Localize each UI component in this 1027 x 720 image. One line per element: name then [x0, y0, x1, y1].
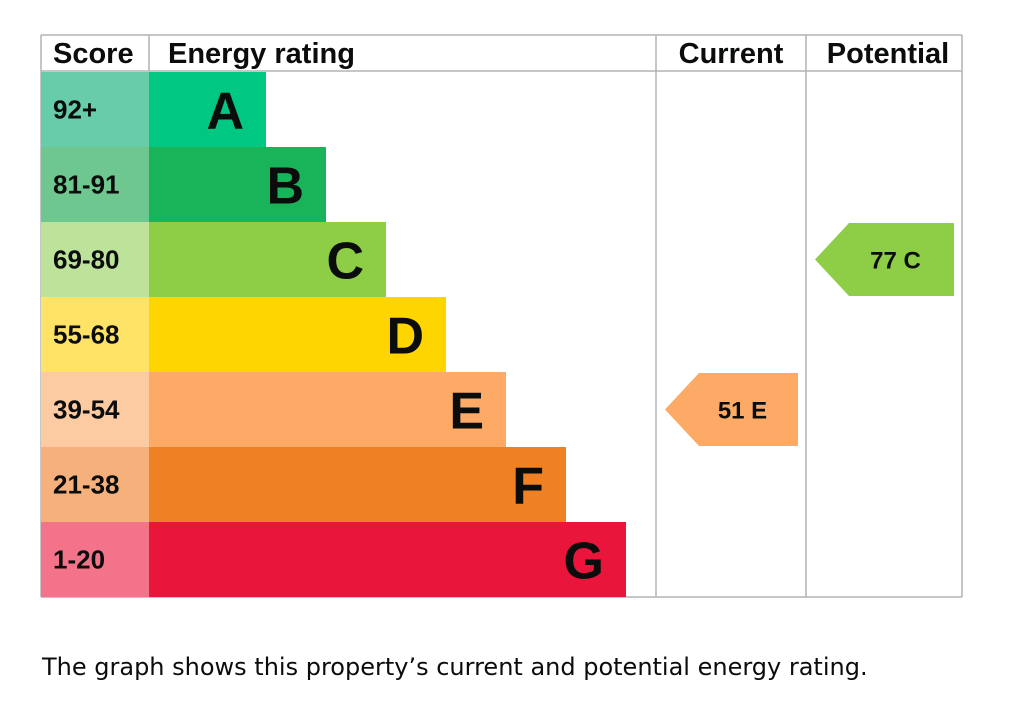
- band-a: 92+ A: [41, 72, 266, 147]
- score-range-label: 1-20: [53, 545, 105, 575]
- score-cell: [41, 447, 149, 522]
- rating-bar: [149, 147, 326, 222]
- energy-rating-chart: Score Energy rating Current Potential 92…: [40, 34, 963, 598]
- score-range-label: 92+: [53, 95, 97, 125]
- header-current: Current: [679, 38, 784, 70]
- rating-letter: B: [266, 158, 304, 216]
- rating-bar: [149, 522, 626, 597]
- rating-bar: [149, 72, 266, 147]
- band-g: 1-20 G: [41, 522, 626, 597]
- marker-label: 51 E: [718, 398, 767, 425]
- score-cell: [41, 372, 149, 447]
- marker-label: 77 C: [870, 248, 921, 275]
- score-range-label: 21-38: [53, 470, 120, 500]
- rating-letter: F: [512, 458, 544, 516]
- score-range-label: 55-68: [53, 320, 120, 350]
- score-cell: [41, 222, 149, 297]
- band-b: 81-91 B: [41, 147, 326, 222]
- chart-caption: The graph shows this property’s current …: [42, 653, 868, 681]
- header-energy-rating: Energy rating: [168, 38, 355, 70]
- band-c: 69-80 C: [41, 222, 386, 297]
- score-cell: [41, 297, 149, 372]
- marker-arrow: [815, 223, 954, 296]
- score-range-label: 39-54: [53, 395, 120, 425]
- rating-letter: E: [449, 383, 484, 441]
- marker-arrow: [665, 373, 798, 446]
- header-potential: Potential: [827, 38, 949, 70]
- score-cell: [41, 147, 149, 222]
- rating-letter: D: [386, 308, 424, 366]
- rating-bands: 92+ A 81-91 B 69-80 C 55-68 D 39-54 E 21-38 F 1-20 G: [41, 72, 626, 597]
- rating-bar: [149, 222, 386, 297]
- rating-bar: [149, 297, 446, 372]
- band-d: 55-68 D: [41, 297, 446, 372]
- current-rating-marker: 51 E: [665, 373, 798, 446]
- header-score: Score: [53, 38, 134, 70]
- rating-letter: G: [564, 533, 604, 591]
- score-cell: [41, 522, 149, 597]
- rating-markers: 51 E 77 C: [665, 223, 954, 446]
- rating-bar: [149, 447, 566, 522]
- potential-rating-marker: 77 C: [815, 223, 954, 296]
- score-range-label: 81-91: [53, 170, 120, 200]
- band-e: 39-54 E: [41, 372, 506, 447]
- band-f: 21-38 F: [41, 447, 566, 522]
- rating-letter: A: [206, 83, 244, 141]
- score-cell: [41, 72, 149, 147]
- score-range-label: 69-80: [53, 245, 120, 275]
- rating-letter: C: [326, 233, 364, 291]
- rating-bar: [149, 372, 506, 447]
